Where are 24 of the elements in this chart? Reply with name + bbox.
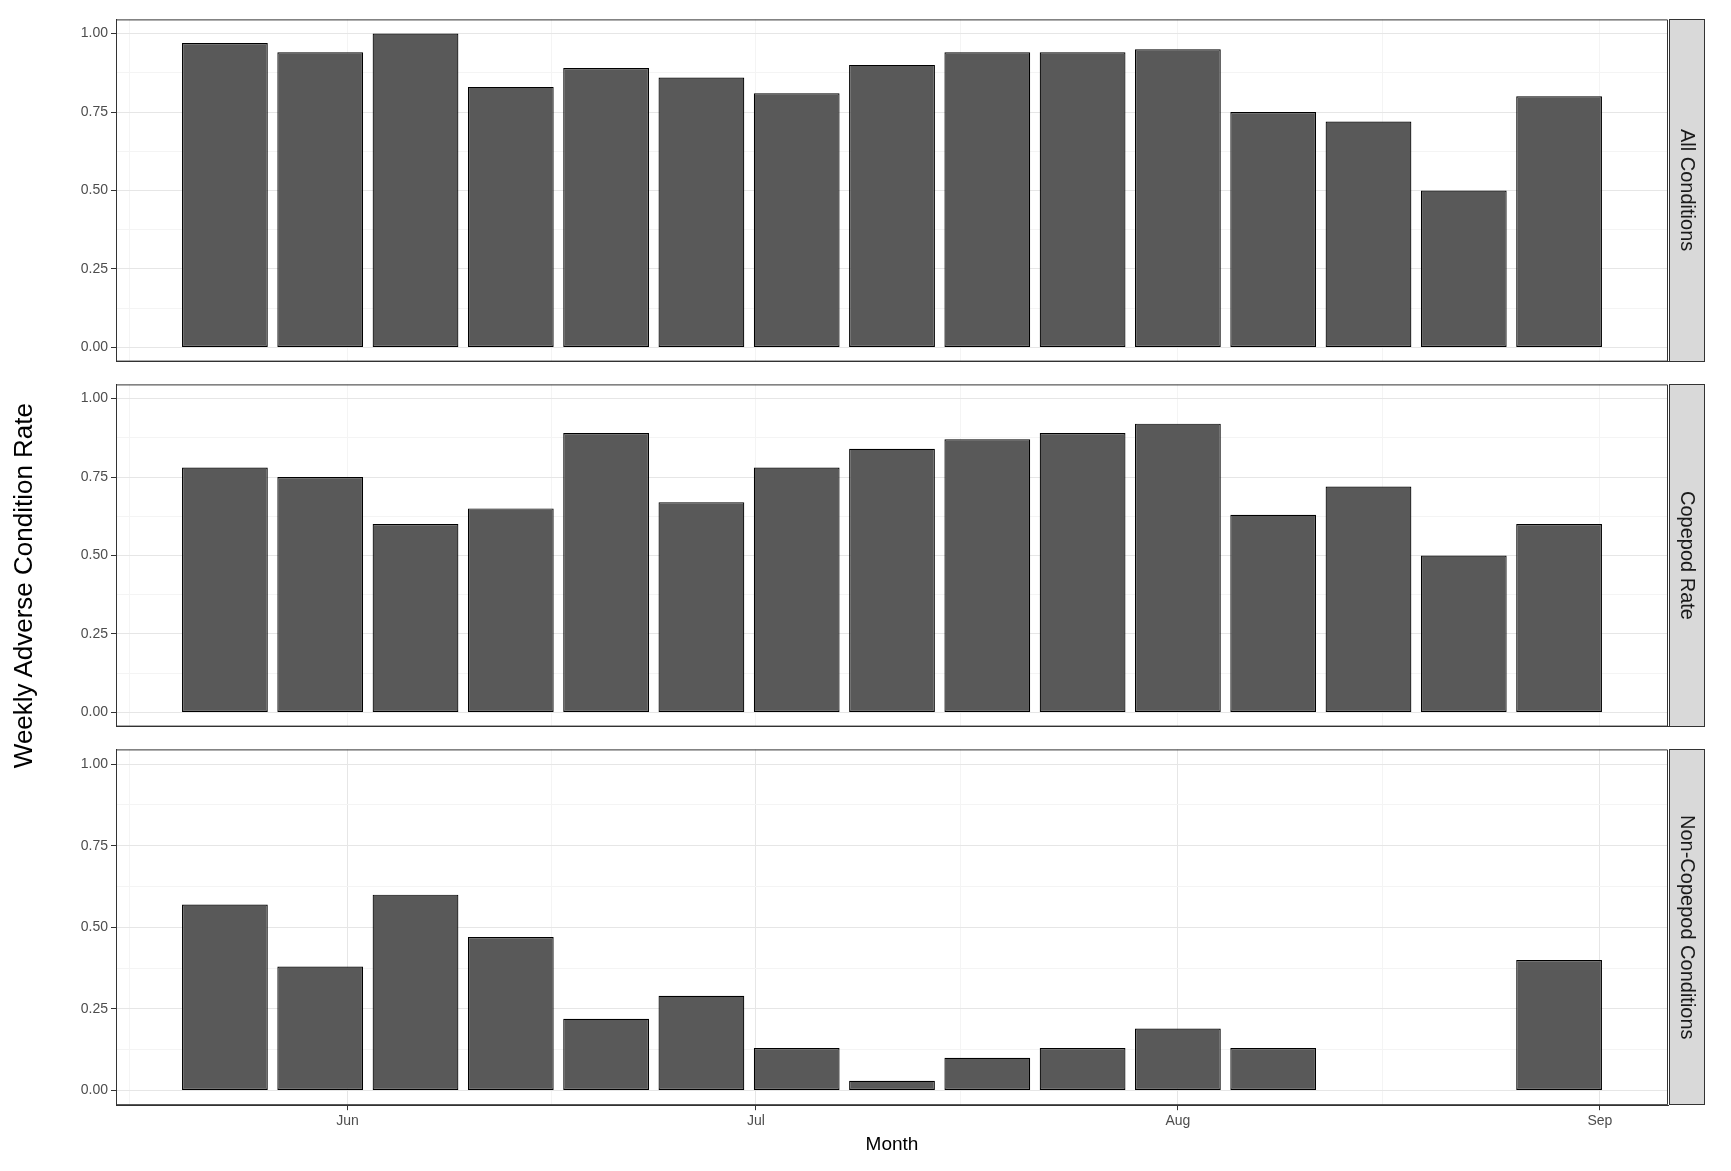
y-tick-label: 0.50 — [80, 181, 109, 198]
text: Non-Copepod Conditions — [1675, 814, 1699, 1040]
text: Copepod Rate — [1675, 490, 1699, 620]
y-tick-label: 0.25 — [80, 624, 109, 641]
x-axis-title: Month — [864, 1133, 920, 1155]
y-tick-label: 1.00 — [80, 754, 109, 771]
y-tick-label: 0.25 — [80, 999, 109, 1016]
y-tick-label: 0.25 — [80, 259, 109, 276]
x-tick-label: Jul — [746, 1112, 765, 1129]
text: All Conditions — [1675, 129, 1699, 252]
x-tick-label: Sep — [1587, 1112, 1613, 1129]
x-tick-label: Aug — [1165, 1112, 1191, 1129]
y-tick-label: 0.50 — [80, 918, 109, 935]
y-tick-label: 0.50 — [80, 546, 109, 563]
y-tick-label: 1.00 — [80, 389, 109, 406]
x-tick-label: Jun — [336, 1112, 359, 1129]
y-tick-label: 0.00 — [80, 338, 109, 355]
y-tick-label: 1.00 — [80, 24, 109, 41]
y-tick-label: 0.75 — [80, 102, 109, 119]
y-tick-label: 0.75 — [80, 836, 109, 853]
y-tick-label: 0.00 — [80, 1081, 109, 1098]
y-axis-title: Weekly Adverse Condition Rate — [7, 402, 39, 769]
y-tick-label: 0.75 — [80, 467, 109, 484]
y-tick-label: 0.00 — [80, 703, 109, 720]
